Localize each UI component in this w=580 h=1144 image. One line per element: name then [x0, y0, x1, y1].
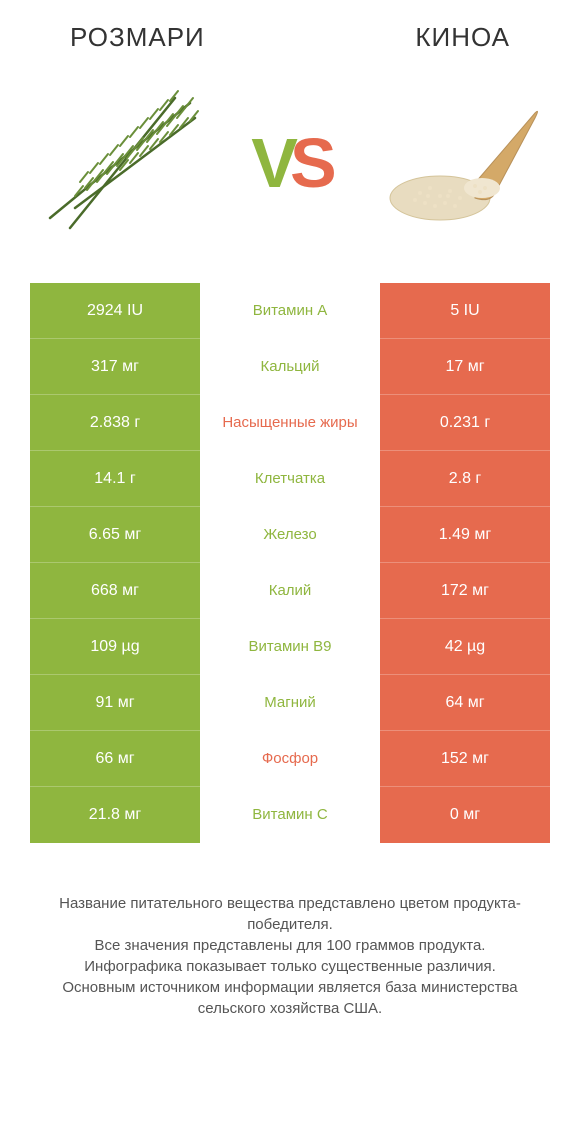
cell-nutrient-label: Витамин B9 [200, 619, 380, 675]
table-row: 66 мгФосфор152 мг [30, 731, 550, 787]
cell-right-value: 17 мг [380, 339, 550, 395]
footnote-line-3: Инфографика показывает только существенн… [30, 956, 550, 977]
cell-right-value: 2.8 г [380, 451, 550, 507]
header: РОЗМАРИ КИНОА [0, 0, 580, 53]
cell-nutrient-label: Магний [200, 675, 380, 731]
table-row: 91 мгМагний64 мг [30, 675, 550, 731]
cell-left-value: 668 мг [30, 563, 200, 619]
table-row: 317 мгКальций17 мг [30, 339, 550, 395]
table-row: 2924 IUВитамин A5 IU [30, 283, 550, 339]
cell-nutrient-label: Фосфор [200, 731, 380, 787]
cell-nutrient-label: Калий [200, 563, 380, 619]
cell-left-value: 109 µg [30, 619, 200, 675]
cell-nutrient-label: Кальций [200, 339, 380, 395]
vs-v: V [251, 123, 290, 203]
cell-nutrient-label: Железо [200, 507, 380, 563]
left-food-image [30, 73, 210, 253]
title-right: КИНОА [290, 22, 520, 53]
footnote-line-1: Название питательного вещества представл… [30, 893, 550, 935]
table-row: 14.1 гКлетчатка2.8 г [30, 451, 550, 507]
cell-left-value: 66 мг [30, 731, 200, 787]
cell-right-value: 5 IU [380, 283, 550, 339]
table-row: 21.8 мгВитамин C0 мг [30, 787, 550, 843]
cell-left-value: 2.838 г [30, 395, 200, 451]
cell-right-value: 64 мг [380, 675, 550, 731]
rosemary-icon [35, 88, 205, 238]
cell-nutrient-label: Витамин C [200, 787, 380, 843]
cell-left-value: 91 мг [30, 675, 200, 731]
cell-nutrient-label: Витамин A [200, 283, 380, 339]
footnote: Название питательного вещества представл… [30, 893, 550, 1019]
cell-right-value: 172 мг [380, 563, 550, 619]
vs-label: VS [251, 123, 328, 203]
right-food-image [370, 73, 550, 253]
table-row: 109 µgВитамин B942 µg [30, 619, 550, 675]
table-row: 668 мгКалий172 мг [30, 563, 550, 619]
cell-left-value: 14.1 г [30, 451, 200, 507]
title-left: РОЗМАРИ [60, 22, 290, 53]
cell-left-value: 21.8 мг [30, 787, 200, 843]
table-row: 2.838 гНасыщенные жиры0.231 г [30, 395, 550, 451]
vs-s: S [290, 123, 329, 203]
cell-right-value: 42 µg [380, 619, 550, 675]
cell-right-value: 152 мг [380, 731, 550, 787]
cell-left-value: 317 мг [30, 339, 200, 395]
cell-right-value: 1.49 мг [380, 507, 550, 563]
cell-nutrient-label: Насыщенные жиры [200, 395, 380, 451]
cell-left-value: 2924 IU [30, 283, 200, 339]
footnote-line-4: Основным источником информации является … [30, 977, 550, 1019]
footnote-line-2: Все значения представлены для 100 граммо… [30, 935, 550, 956]
quinoa-icon [380, 88, 540, 238]
hero: VS [0, 53, 580, 283]
cell-right-value: 0 мг [380, 787, 550, 843]
cell-right-value: 0.231 г [380, 395, 550, 451]
comparison-table: 2924 IUВитамин A5 IU317 мгКальций17 мг2.… [30, 283, 550, 843]
table-row: 6.65 мгЖелезо1.49 мг [30, 507, 550, 563]
cell-nutrient-label: Клетчатка [200, 451, 380, 507]
cell-left-value: 6.65 мг [30, 507, 200, 563]
